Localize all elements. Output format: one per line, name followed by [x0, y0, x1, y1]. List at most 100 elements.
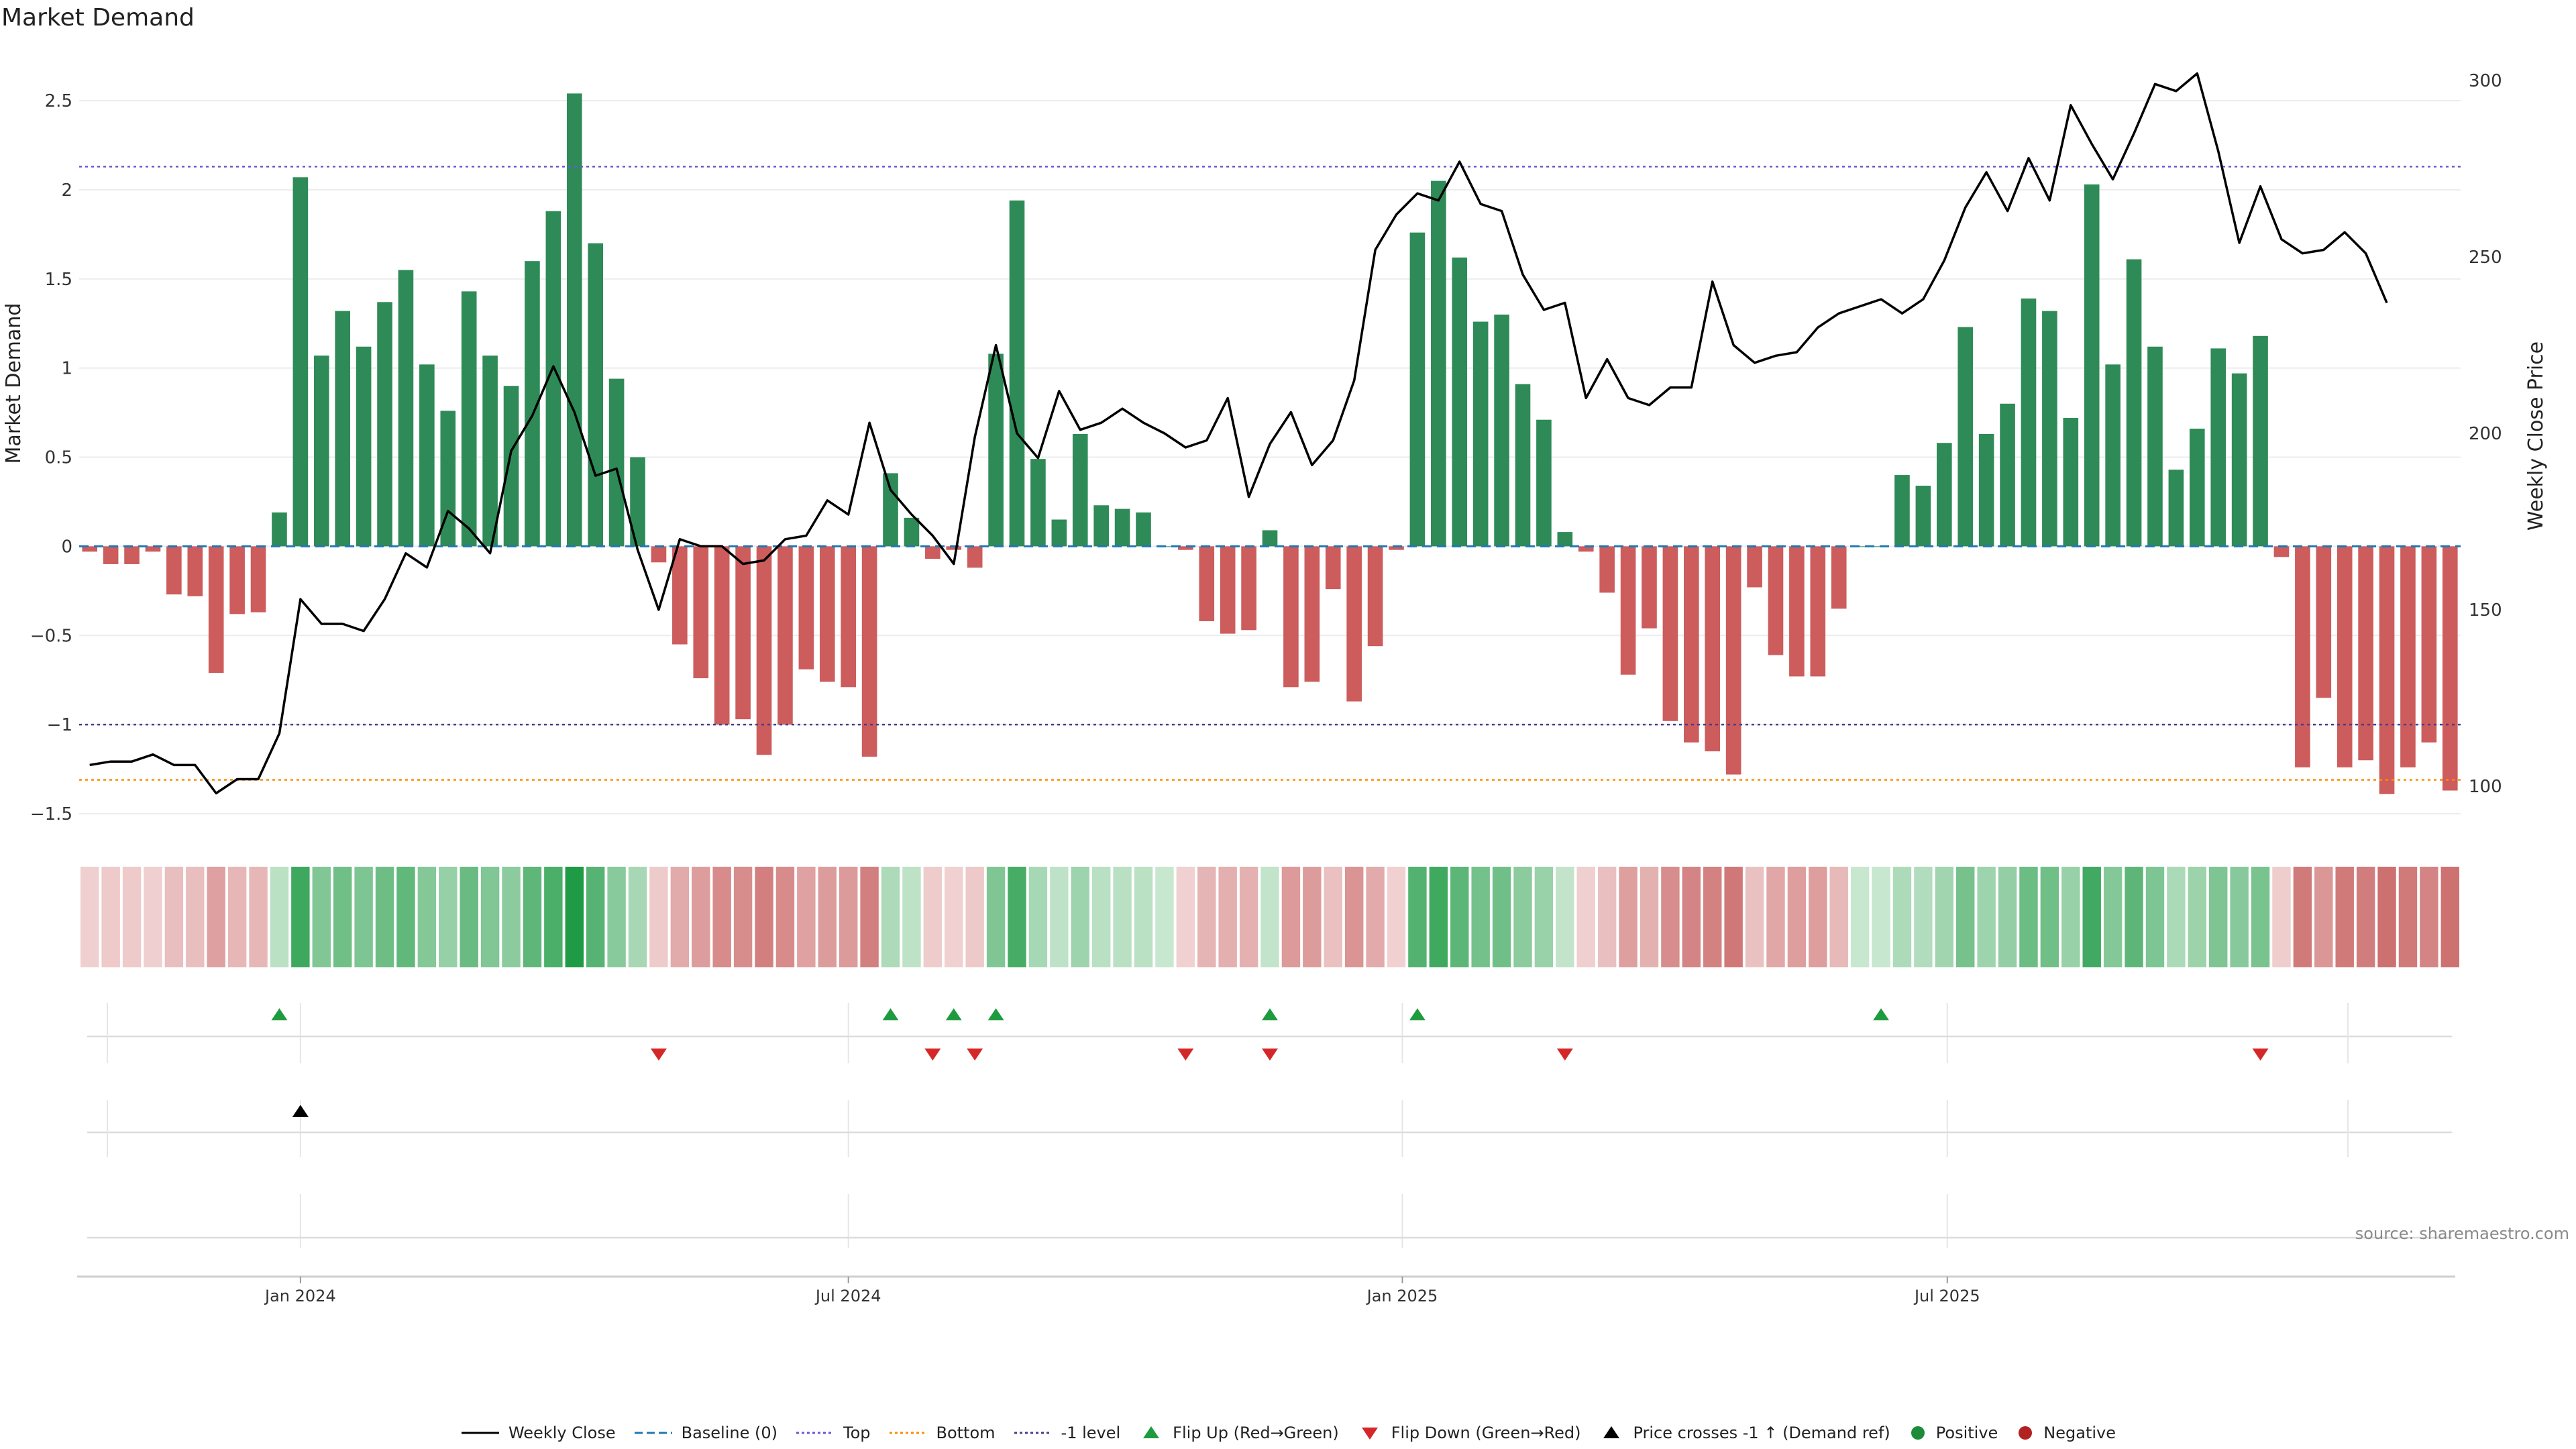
- demand-bar: [1093, 505, 1109, 547]
- demand-bar: [967, 546, 983, 568]
- heat-strip-cell: [2440, 867, 2459, 967]
- heat-strip-cell: [227, 867, 247, 967]
- demand-bar: [145, 546, 161, 552]
- heat-strip-cell: [1956, 867, 1975, 967]
- dotted-line-icon: [889, 1432, 927, 1434]
- heat-strip-cell: [502, 867, 521, 967]
- heat-strip-cell: [1724, 867, 1743, 967]
- heat-strip-cell: [2251, 867, 2270, 967]
- heat-strip-cell: [144, 867, 162, 967]
- heat-strip-cell: [249, 867, 268, 967]
- legend-label: Weekly Close: [508, 1424, 616, 1442]
- demand-bar: [735, 546, 751, 720]
- x-tick-label: Jul 2024: [814, 1287, 881, 1305]
- heat-strip-cell: [1429, 867, 1448, 967]
- heat-strip-cell: [2082, 867, 2101, 967]
- dotted-line-icon: [796, 1432, 834, 1434]
- heat-strip-cell: [186, 867, 205, 967]
- heat-strip-cell: [2145, 867, 2165, 967]
- demand-bar: [208, 546, 224, 674]
- demand-bar: [419, 364, 435, 547]
- demand-bar: [1810, 546, 1826, 677]
- demand-bar: [1051, 519, 1067, 547]
- flip-up-marker: [1262, 1008, 1278, 1020]
- demand-bar: [1262, 530, 1278, 547]
- y-right-axis-label: Weekly Close Price: [2524, 341, 2548, 531]
- demand-bar: [1831, 546, 1847, 609]
- heat-strip-cell: [670, 867, 690, 967]
- y-left-tick-label: 0: [61, 537, 72, 557]
- heat-strip-cell: [1281, 867, 1301, 967]
- demand-bar: [1389, 546, 1404, 550]
- heat-strip-cell: [2314, 867, 2333, 967]
- demand-bar: [1072, 433, 1088, 547]
- heat-strip-cell: [1513, 867, 1532, 967]
- heat-strip-cell: [923, 867, 943, 967]
- heat-strip-cell: [480, 867, 500, 967]
- legend-top: Top: [795, 1424, 871, 1442]
- demand-bar: [2358, 546, 2373, 761]
- flip-down-marker: [1556, 1049, 1573, 1061]
- legend-baseline: Baseline (0): [633, 1424, 777, 1442]
- chart-title: Market Demand: [1, 4, 195, 32]
- heat-strip-cell: [1303, 867, 1322, 967]
- heat-strip-cell: [1703, 867, 1722, 967]
- demand-bar: [2147, 346, 2163, 547]
- legend-negative: Negative: [2015, 1424, 2116, 1442]
- flip-up-marker: [1409, 1008, 1426, 1020]
- heat-strip-cell: [1597, 867, 1617, 967]
- heat-strip-cell: [1682, 867, 1701, 967]
- flip-down-marker: [2252, 1049, 2269, 1061]
- demand-bar: [1304, 546, 1320, 682]
- heat-strip-cell: [2061, 867, 2080, 967]
- heat-strip-cell: [1155, 867, 1174, 967]
- demand-bar: [1725, 546, 1741, 775]
- demand-bar: [1452, 257, 1468, 547]
- heat-strip-cell: [733, 867, 753, 967]
- heat-strip-cell: [839, 867, 858, 967]
- y-left-tick-label: 2.5: [45, 91, 72, 111]
- demand-bar: [1662, 546, 1678, 721]
- demand-bar: [2000, 403, 2015, 547]
- demand-bar: [2316, 546, 2332, 698]
- legend-label: Flip Down (Green→Red): [1391, 1424, 1581, 1442]
- heat-strip-cell: [1576, 867, 1595, 967]
- heat-strip-cell: [1640, 867, 1659, 967]
- demand-bar: [1283, 546, 1299, 688]
- heat-strip-cell: [333, 867, 352, 967]
- heat-strip-cell: [417, 867, 437, 967]
- heat-strip-cell: [1450, 867, 1469, 967]
- heat-strip-cell: [755, 867, 773, 967]
- demand-bar: [2421, 546, 2437, 743]
- demand-bar: [272, 512, 287, 547]
- y-left-tick-label: −0.5: [30, 626, 72, 646]
- heat-strip-cell: [818, 867, 837, 967]
- heat-strip-cell: [80, 867, 99, 967]
- heat-strip-cell: [2420, 867, 2438, 967]
- demand-bar: [566, 93, 582, 547]
- heat-strip-cell: [2019, 867, 2038, 967]
- demand-bar: [356, 346, 372, 547]
- legend-weekly-close: Weekly Close: [460, 1424, 616, 1442]
- heat-strip-cell: [354, 867, 373, 967]
- heat-strip-cell: [101, 867, 120, 967]
- demand-bar: [2021, 298, 2037, 547]
- legend-flip-up: Flip Up (Red→Green): [1138, 1424, 1339, 1442]
- demand-bar: [335, 311, 351, 547]
- y-left-tick-label: 1.5: [45, 270, 72, 290]
- demand-bar: [1557, 532, 1573, 547]
- legend-label: Price crosses -1 ↑ (Demand ref): [1633, 1424, 1890, 1442]
- heat-strip-cell: [291, 867, 310, 967]
- heat-strip-cell: [1914, 867, 1933, 967]
- demand-bar: [377, 302, 392, 547]
- circle-icon: [2019, 1426, 2033, 1440]
- heat-strip-cell: [860, 867, 879, 967]
- solid-line-icon: [461, 1432, 499, 1434]
- heat-strip-cell: [1787, 867, 1807, 967]
- legend-price-cross: Price crosses -1 ↑ (Demand ref): [1598, 1424, 1890, 1442]
- demand-bar: [1409, 232, 1426, 547]
- legend: Weekly Close Baseline (0) Top Bottom -1 …: [0, 1424, 2576, 1442]
- demand-bar: [250, 546, 266, 612]
- flip-down-marker: [924, 1049, 941, 1061]
- x-tick-label: Jan 2024: [264, 1287, 336, 1305]
